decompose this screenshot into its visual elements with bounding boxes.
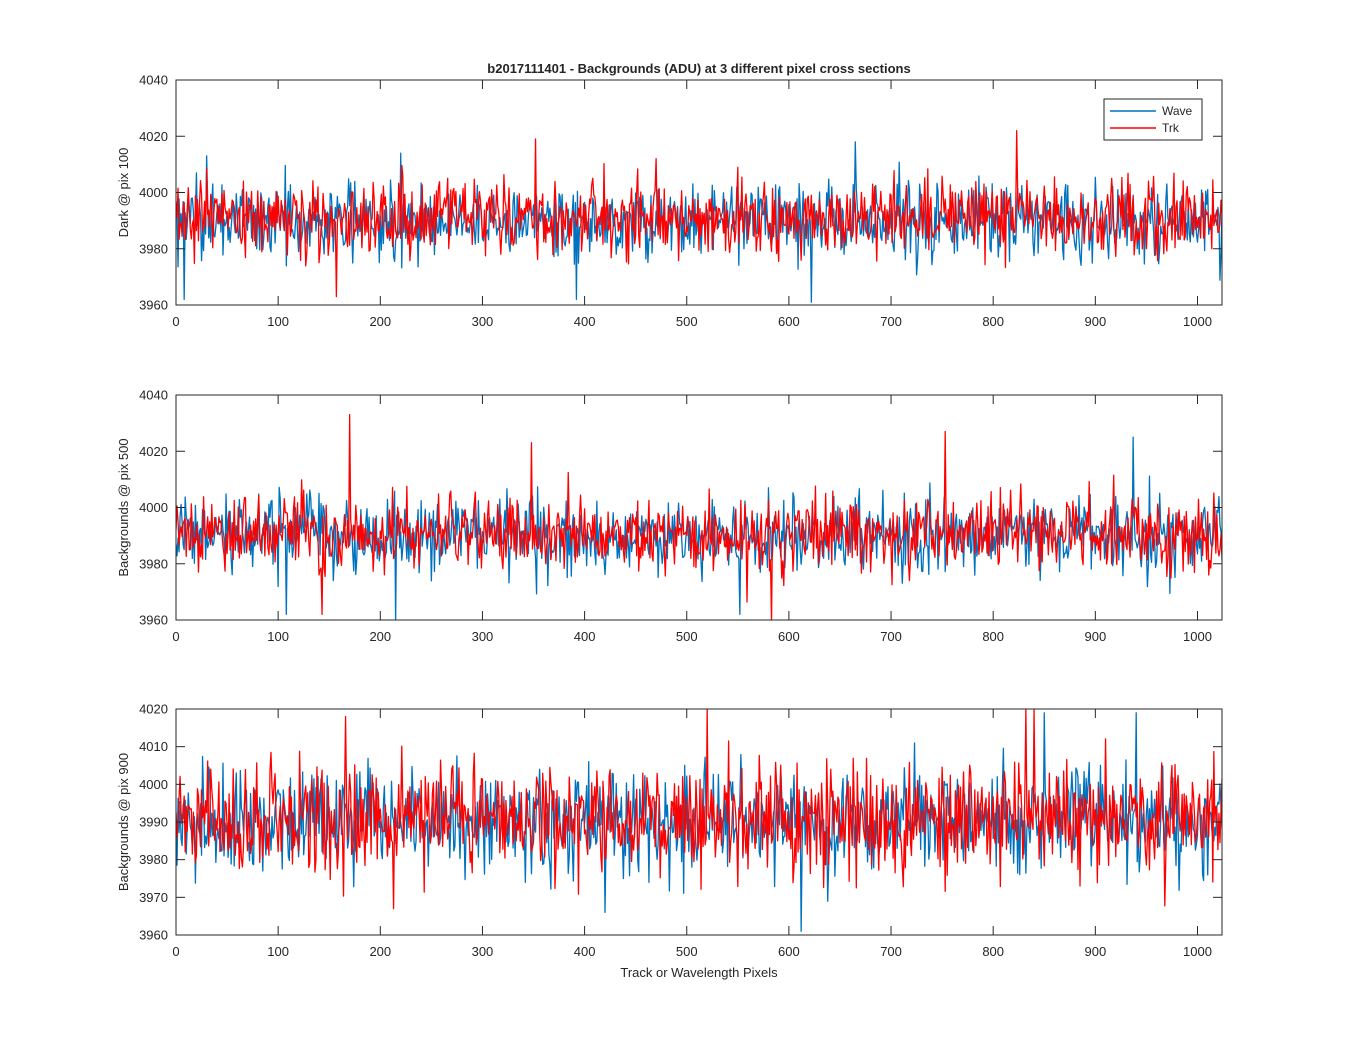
x-tick-label: 200 xyxy=(369,314,391,329)
x-tick-label: 300 xyxy=(472,314,494,329)
x-tick-label: 400 xyxy=(574,314,596,329)
x-tick-label: 1000 xyxy=(1183,314,1212,329)
x-tick-label: 300 xyxy=(472,629,494,644)
legend-label-trk: Trk xyxy=(1162,121,1180,135)
x-tick-label: 400 xyxy=(574,944,596,959)
x-tick-label: 100 xyxy=(267,314,289,329)
series-trk-line xyxy=(176,414,1222,620)
plot-area xyxy=(176,709,1222,932)
y-tick-label: 3980 xyxy=(139,852,168,867)
y-axis-label: Dark @ pix 100 xyxy=(116,148,131,238)
plot-area xyxy=(176,414,1222,620)
x-tick-label: 200 xyxy=(369,629,391,644)
x-tick-label: 400 xyxy=(574,629,596,644)
x-tick-label: 300 xyxy=(472,944,494,959)
legend-box xyxy=(1103,98,1203,141)
x-tick-label: 700 xyxy=(880,944,902,959)
x-tick-label: 900 xyxy=(1084,944,1106,959)
y-tick-label: 4020 xyxy=(139,129,168,144)
x-tick-label: 700 xyxy=(880,314,902,329)
x-tick-label: 0 xyxy=(172,314,179,329)
y-tick-label: 3960 xyxy=(139,613,168,628)
x-axis-label: Track or Wavelength Pixels xyxy=(620,965,778,980)
y-tick-label: 4040 xyxy=(139,73,168,88)
x-tick-label: 500 xyxy=(676,314,698,329)
x-tick-label: 800 xyxy=(982,314,1004,329)
y-axis-label: Backgrounds @ pix 500 xyxy=(116,438,131,576)
x-tick-label: 600 xyxy=(778,314,800,329)
x-tick-label: 800 xyxy=(982,629,1004,644)
x-tick-label: 1000 xyxy=(1183,944,1212,959)
series-trk-line xyxy=(176,129,1222,298)
subplot-3: 0 100 200 300 400 500 600 700 800 900 1000 3960 3970… xyxy=(116,702,1223,959)
x-tick-label: 600 xyxy=(778,944,800,959)
legend-label-wave: Wave xyxy=(1162,104,1193,118)
plot-area xyxy=(176,129,1222,303)
y-tick-label: 3970 xyxy=(139,890,168,905)
y-tick-label: 4020 xyxy=(139,702,168,717)
y-axis-label: Backgrounds @ pix 900 xyxy=(116,753,131,891)
legend: Wave Trk xyxy=(1103,98,1203,141)
x-tick-label: 800 xyxy=(982,944,1004,959)
series-trk-line xyxy=(176,709,1222,910)
y-tick-label: 3960 xyxy=(139,298,168,313)
y-tick-label: 3990 xyxy=(139,815,168,830)
x-tick-label: 600 xyxy=(778,629,800,644)
x-tick-label: 900 xyxy=(1084,314,1106,329)
y-tick-label: 4000 xyxy=(139,777,168,792)
y-tick-label: 4000 xyxy=(139,500,168,515)
y-tick-label: 3980 xyxy=(139,241,168,256)
x-tick-label: 100 xyxy=(267,629,289,644)
y-tick-label: 3960 xyxy=(139,928,168,943)
y-tick-label: 4040 xyxy=(139,388,168,403)
y-tick-label: 4010 xyxy=(139,739,168,754)
x-tick-label: 500 xyxy=(676,944,698,959)
x-tick-label: 100 xyxy=(267,944,289,959)
x-tick-label: 900 xyxy=(1084,629,1106,644)
figure-title: b2017111401 - Backgrounds (ADU) at 3 dif… xyxy=(487,61,910,76)
x-tick-label: 200 xyxy=(369,944,391,959)
x-tick-label: 0 xyxy=(172,944,179,959)
x-tick-label: 0 xyxy=(172,629,179,644)
x-tick-label: 1000 xyxy=(1183,629,1212,644)
y-tick-label: 3980 xyxy=(139,556,168,571)
subplot-1: 0 100 200 300 400 500 600 700 800 900 1000 3960 3980… xyxy=(116,73,1223,329)
y-tick-label: 4020 xyxy=(139,444,168,459)
y-tick-label: 4000 xyxy=(139,185,168,200)
x-tick-label: 700 xyxy=(880,629,902,644)
subplots: 0 100 200 300 400 500 600 700 800 900 100039603980… xyxy=(116,73,1223,959)
subplot-2: 0 100 200 300 400 500 600 700 800 900 1000 3960 3980… xyxy=(116,388,1223,644)
x-tick-label: 500 xyxy=(676,629,698,644)
